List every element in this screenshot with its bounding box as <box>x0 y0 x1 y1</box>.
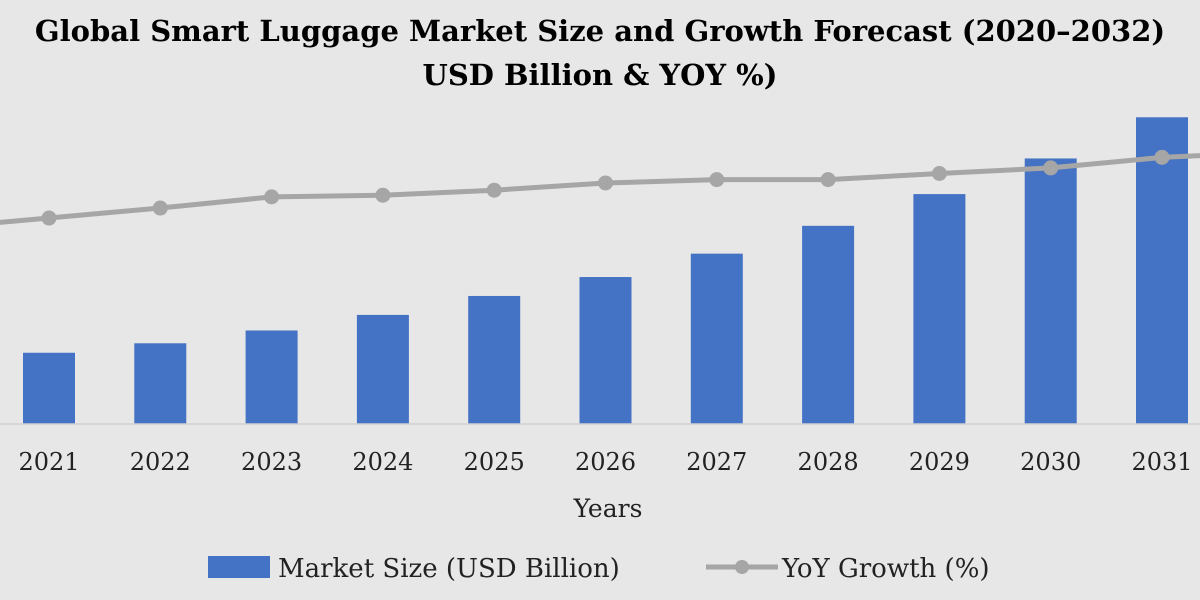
yoy-point-2029 <box>931 166 947 181</box>
legend-marker-yoy <box>735 560 749 574</box>
x-axis-tick-labels: 2021 2022 2023 2024 2025 2026 2027 2028 2029 2030… <box>18 448 1192 476</box>
x-axis-title: Years <box>573 494 643 523</box>
x-tick-2026: 2026 <box>575 448 636 476</box>
x-tick-2031: 2031 <box>1131 448 1192 476</box>
bar-2024 <box>356 314 409 424</box>
line-series-yoy-growth <box>0 149 1200 226</box>
bar-2021 <box>23 352 75 424</box>
yoy-point-2030 <box>1043 160 1059 176</box>
chart-title-line-1: Global Smart Luggage Market Size and Gro… <box>34 14 1166 48</box>
x-tick-2027: 2027 <box>686 448 747 476</box>
bar-2028 <box>802 225 855 424</box>
yoy-growth-line <box>0 153 1200 225</box>
bar-2022 <box>134 343 187 424</box>
x-tick-2025: 2025 <box>464 448 525 476</box>
yoy-point-2025 <box>486 182 502 198</box>
x-tick-2030: 2030 <box>1020 448 1081 476</box>
x-tick-2028: 2028 <box>798 448 859 476</box>
bar-2029 <box>913 194 966 424</box>
chart-title-line-2: USD Billion & YOY %) <box>422 58 778 92</box>
legend-label-yoy-growth: YoY Growth (%) <box>781 554 990 584</box>
yoy-point-2031 <box>1154 149 1170 165</box>
x-tick-2023: 2023 <box>241 448 302 476</box>
yoy-point-2024 <box>375 187 391 203</box>
bar-2031 <box>1136 117 1188 424</box>
yoy-point-2026 <box>598 175 613 191</box>
yoy-point-2021 <box>41 210 57 226</box>
legend-label-market-size: Market Size (USD Billion) <box>278 554 620 584</box>
x-tick-2024: 2024 <box>352 448 413 476</box>
x-tick-2021: 2021 <box>18 448 79 476</box>
bar-series-market-size <box>23 117 1188 424</box>
yoy-point-2027 <box>709 172 725 188</box>
bar-2026 <box>579 277 632 424</box>
x-tick-2029: 2029 <box>909 448 970 476</box>
bar-2025 <box>468 295 521 424</box>
yoy-point-2028 <box>820 172 836 188</box>
yoy-point-2022 <box>152 200 168 216</box>
legend: Market Size (USD Billion) YoY Growth (%) <box>208 554 990 584</box>
x-tick-2022: 2022 <box>130 448 191 476</box>
yoy-point-2023 <box>264 189 280 205</box>
legend-swatch-market-size <box>208 556 270 578</box>
bar-2030 <box>1024 158 1077 424</box>
bar-2027 <box>690 253 743 424</box>
bar-2023 <box>245 330 298 424</box>
